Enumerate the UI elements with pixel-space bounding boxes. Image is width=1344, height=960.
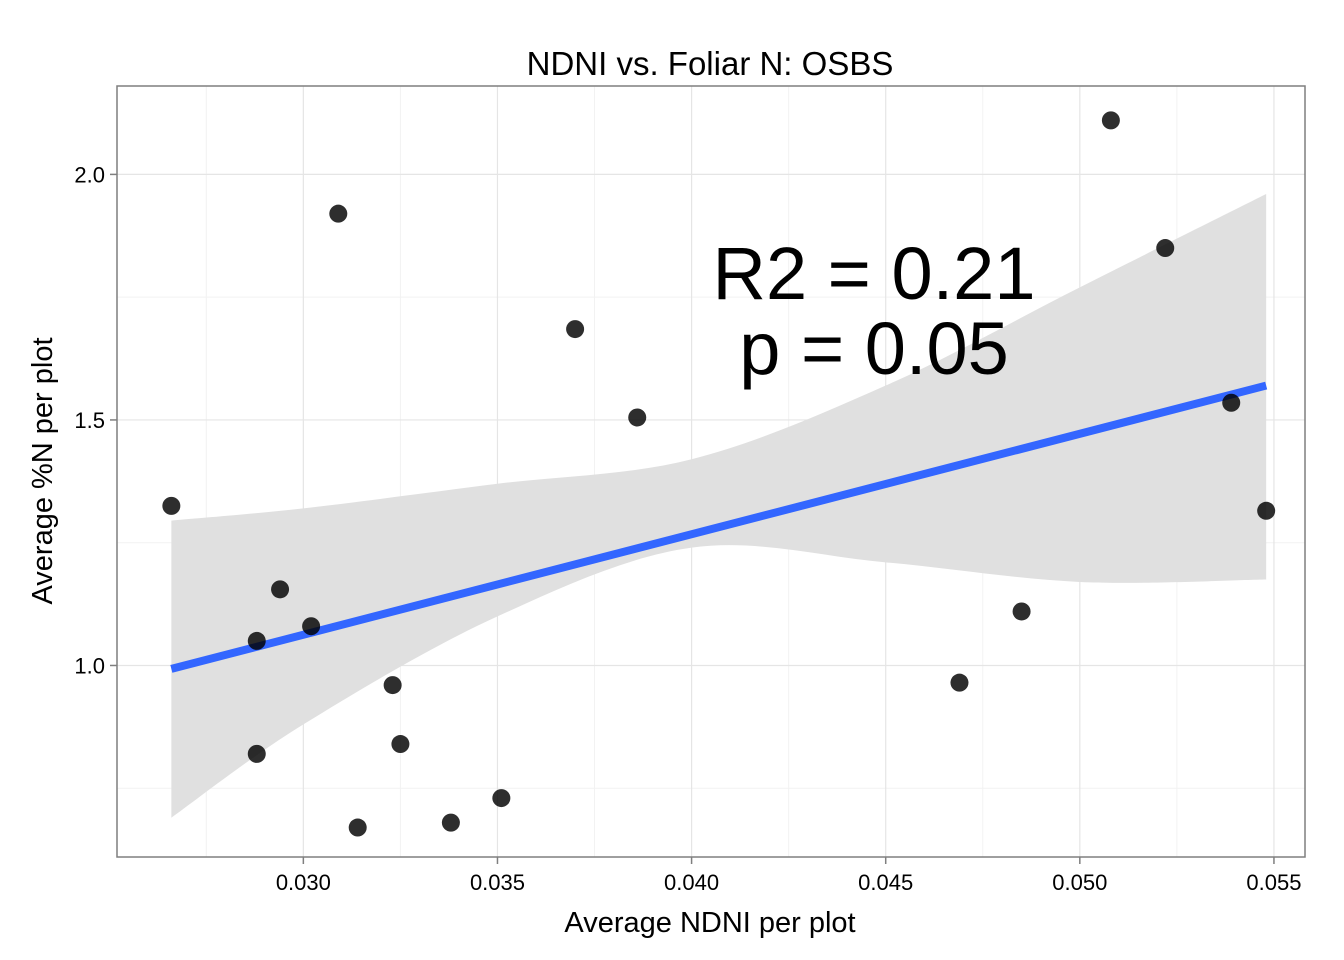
y-tick-label: 1.0 xyxy=(74,653,105,678)
data-point xyxy=(1222,393,1241,412)
data-point xyxy=(566,320,585,339)
x-tick-label: 0.030 xyxy=(276,870,331,895)
data-point xyxy=(1101,111,1120,130)
x-tick-label: 0.050 xyxy=(1052,870,1107,895)
data-point xyxy=(1012,602,1031,621)
data-point xyxy=(271,580,290,599)
x-tick-label: 0.045 xyxy=(858,870,913,895)
data-point xyxy=(302,617,321,636)
data-point xyxy=(247,744,266,763)
x-tick-label: 0.055 xyxy=(1246,870,1301,895)
data-point xyxy=(391,735,410,754)
r2-annotation: R2 = 0.21 xyxy=(713,232,1036,315)
data-point xyxy=(348,818,367,837)
data-point xyxy=(1257,501,1276,520)
y-tick-label: 2.0 xyxy=(74,162,105,187)
chart-title: NDNI vs. Foliar N: OSBS xyxy=(527,45,894,82)
data-point xyxy=(162,496,181,515)
data-point xyxy=(247,631,266,650)
data-point xyxy=(950,673,969,692)
data-point xyxy=(628,408,647,427)
y-tick-label: 1.5 xyxy=(74,408,105,433)
data-point xyxy=(329,204,348,223)
x-tick-label: 0.035 xyxy=(470,870,525,895)
confidence-band xyxy=(171,194,1267,818)
x-tick-label: 0.040 xyxy=(664,870,719,895)
plot-panel-border xyxy=(116,85,1306,858)
x-axis-title: Average NDNI per plot xyxy=(564,907,855,939)
data-point xyxy=(441,813,460,832)
regression-line xyxy=(170,381,1268,673)
data-point xyxy=(1156,239,1175,258)
y-axis-title: Average %N per plot xyxy=(27,337,59,604)
data-point xyxy=(492,789,511,808)
p-value-annotation: p = 0.05 xyxy=(739,307,1009,390)
data-point xyxy=(383,676,402,695)
